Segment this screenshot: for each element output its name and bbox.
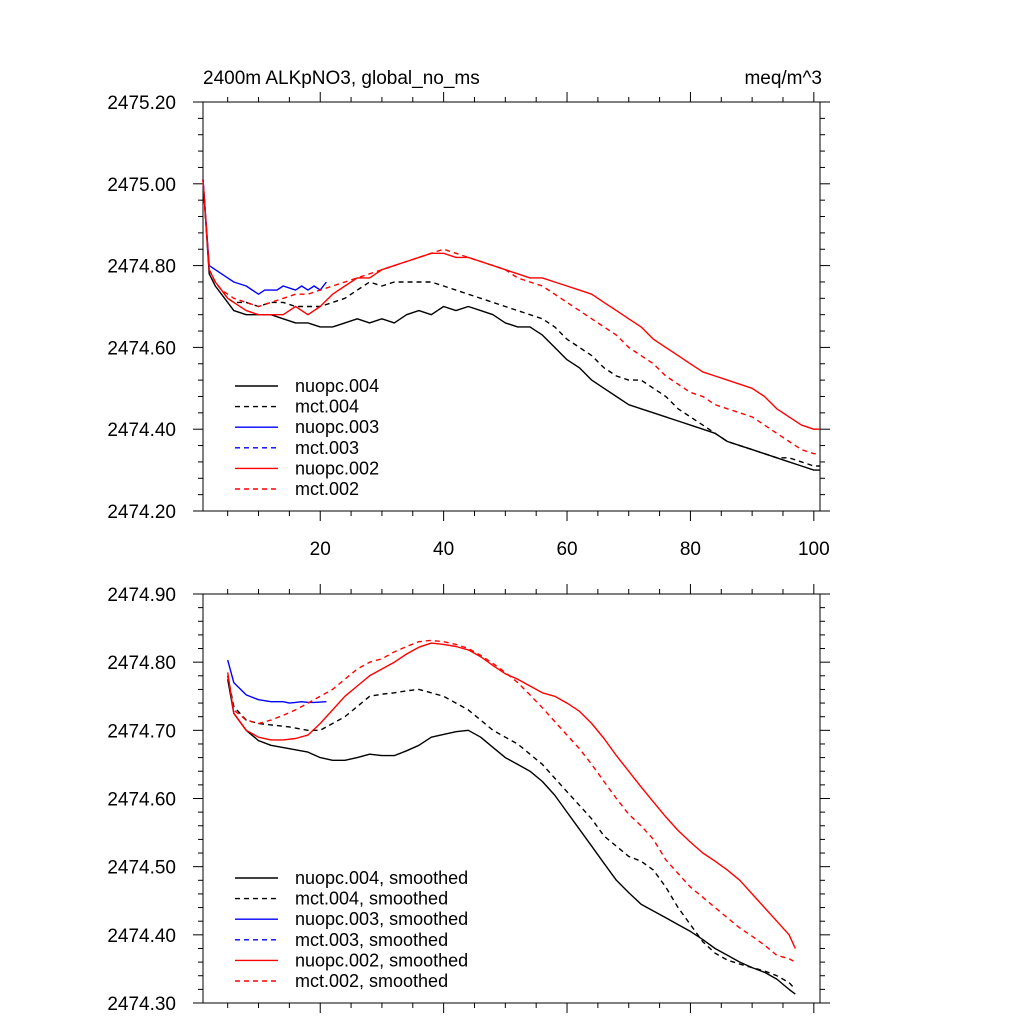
bottom-series-line-0 <box>227 679 796 995</box>
bottom-legend-label-3: mct.003, smoothed <box>295 930 448 950</box>
top-y-tick-label: 2474.60 <box>107 338 176 359</box>
top-y-tick-label: 2475.00 <box>107 175 176 196</box>
bottom-y-tick-label: 2474.90 <box>107 585 176 606</box>
top-legend-label-1: mct.004 <box>295 397 359 417</box>
bottom-series-line-5 <box>227 639 796 963</box>
bottom-legend-label-1: mct.004, smoothed <box>295 889 448 909</box>
bottom-y-tick-label: 2474.60 <box>107 790 176 811</box>
bottom-legend-label-5: mct.002, smoothed <box>295 971 448 991</box>
bottom-y-tick-label: 2474.40 <box>107 926 176 947</box>
top-x-tick-label: 20 <box>310 539 331 560</box>
top-chart-series-layer <box>202 179 820 471</box>
bottom-legend-label-4: nuopc.002, smoothed <box>295 950 468 970</box>
top-legend-label-5: mct.002 <box>295 479 359 499</box>
top-x-tick-label: 100 <box>798 539 830 560</box>
top-chart-legend: nuopc.004mct.004nuopc.003mct.003nuopc.00… <box>235 376 379 499</box>
top-y-tick-label: 2474.20 <box>107 502 176 523</box>
top-series-line-5 <box>202 179 820 455</box>
bottom-chart-series-layer <box>227 639 796 995</box>
top-x-tick-label: 40 <box>433 539 454 560</box>
bottom-legend-label-0: nuopc.004, smoothed <box>295 868 468 888</box>
top-x-tick-label: 80 <box>680 539 701 560</box>
top-chart-panel: 2400m ALKpNO3, global_no_ms meq/m^3 20 40… <box>107 68 830 560</box>
bottom-chart-ticks: 2474.30 2474.40 2474.50 2474.60 2474.70 2474.… <box>107 584 830 1015</box>
bottom-y-tick-label: 2474.50 <box>107 858 176 879</box>
top-chart-plot-frame <box>202 101 821 512</box>
bottom-series-line-4 <box>227 642 796 949</box>
top-legend-label-3: mct.003 <box>295 438 359 458</box>
bottom-y-tick-label: 2474.80 <box>107 653 176 674</box>
bottom-series-line-2 <box>227 659 327 704</box>
bottom-y-tick-label: 2474.30 <box>107 994 176 1015</box>
top-legend-label-2: nuopc.003 <box>295 417 379 437</box>
top-legend-label-0: nuopc.004 <box>295 376 379 396</box>
top-y-tick-label: 2475.20 <box>107 93 176 114</box>
top-x-tick-label: 60 <box>556 539 577 560</box>
top-chart-ticks: 20 40 60 80 100 2474.20 2474.40 2474.60 2474.80 2… <box>107 92 830 560</box>
top-series-line-1 <box>202 179 820 467</box>
top-y-tick-label: 2474.40 <box>107 420 176 441</box>
top-series-line-2 <box>202 179 327 295</box>
bottom-y-tick-label: 2474.70 <box>107 721 176 742</box>
bottom-chart-panel: 2474.30 2474.40 2474.50 2474.60 2474.70 2474.… <box>107 584 830 1015</box>
bottom-legend-label-2: nuopc.003, smoothed <box>295 909 468 929</box>
top-legend-label-4: nuopc.002 <box>295 458 379 478</box>
top-chart-units-label: meq/m^3 <box>744 68 822 89</box>
top-y-tick-label: 2474.80 <box>107 257 176 278</box>
top-chart-title: 2400m ALKpNO3, global_no_ms <box>203 68 480 89</box>
